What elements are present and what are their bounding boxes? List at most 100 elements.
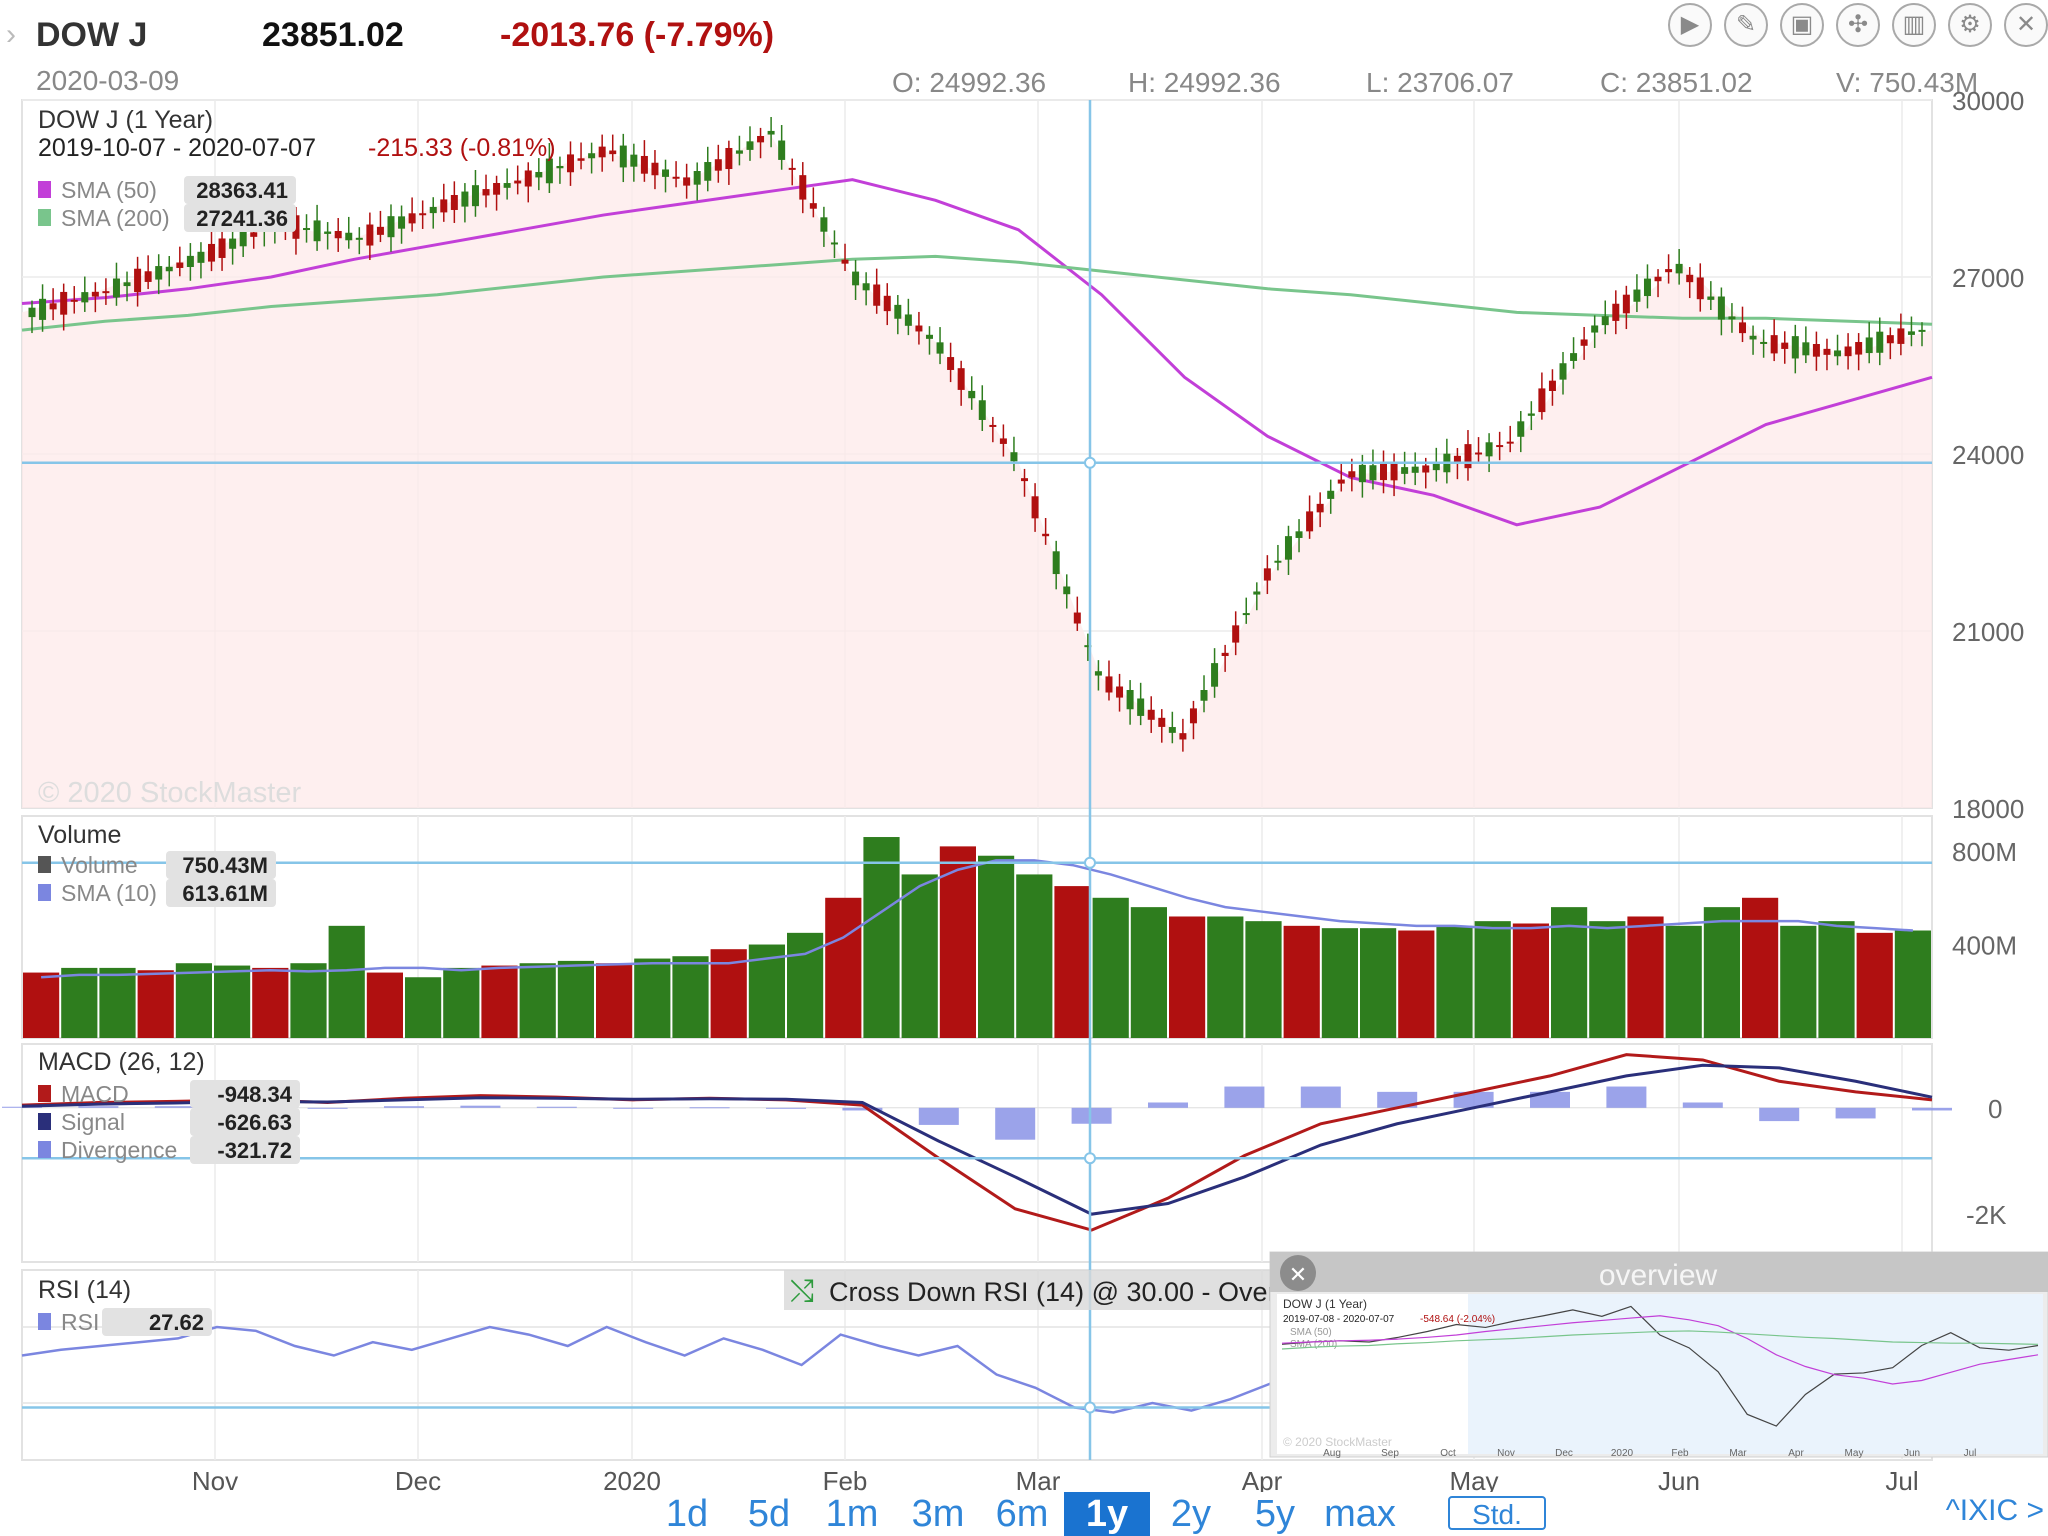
gear-icon[interactable]: ⚙ [1948, 3, 1992, 47]
toolbar: ▶ ✎ ▣ ✣ ▥ ⚙ ✕ [1668, 3, 2048, 47]
candle-body [1021, 478, 1029, 482]
overview-title: overview [1599, 1259, 1718, 1292]
legend-swatch [38, 209, 51, 226]
candle-body [408, 213, 416, 224]
image-icon[interactable]: ▣ [1780, 3, 1824, 47]
candle-body [704, 162, 712, 181]
candle-body [830, 242, 838, 245]
candle-body [545, 158, 553, 184]
timeframe-3m[interactable]: 3m [911, 1493, 965, 1535]
candle-body [1812, 344, 1820, 357]
volume-bar [1283, 925, 1320, 1038]
candle-body [1242, 613, 1250, 616]
volume-bar [61, 967, 98, 1038]
overview-close-glyph: ✕ [1289, 1262, 1307, 1287]
timeframe-6m[interactable]: 6m [995, 1493, 1049, 1535]
volume-bar [1894, 930, 1931, 1038]
divergence-bar [613, 1107, 654, 1109]
volume-bar [787, 932, 824, 1038]
volume-bar [1818, 921, 1855, 1038]
divergence-bar [78, 1106, 119, 1108]
timeframe-2y[interactable]: 2y [1170, 1493, 1212, 1535]
timeframe-max[interactable]: max [1324, 1493, 1396, 1535]
candle-body [1453, 455, 1461, 464]
chart-style-button[interactable]: Std. [1448, 1496, 1546, 1530]
divergence-bar [1453, 1091, 1494, 1108]
volume-bar [1245, 921, 1282, 1038]
candle-body [588, 153, 596, 159]
volume-bar [863, 837, 900, 1038]
candle-body [1665, 269, 1673, 273]
overview-panel[interactable]: overview ✕ DOW J (1 Year) 2019-07-08 - 2020… [1269, 1251, 2048, 1459]
ohlc-low: L: 23706.07 [1366, 67, 1514, 98]
divergence-bar [918, 1107, 959, 1125]
legend-value: 27.62 [149, 1310, 204, 1335]
indicators-icon[interactable]: ▥ [1892, 3, 1936, 47]
x-tick: Feb [823, 1466, 868, 1492]
pen-icon[interactable]: ✎ [1724, 3, 1768, 47]
collapse-chevron-icon[interactable]: › [6, 18, 16, 51]
play-icon[interactable]: ▶ [1668, 3, 1712, 47]
close-icon[interactable]: ✕ [2004, 3, 2048, 47]
candle-body [450, 195, 458, 210]
overview-x-label: Mar [1729, 1448, 1747, 1459]
candle-body [1749, 335, 1757, 340]
candle-body [1633, 289, 1641, 302]
timeframe-1d[interactable]: 1d [665, 1493, 709, 1535]
volume-bar [1169, 916, 1206, 1038]
candle-body [714, 159, 722, 171]
current-price: 23851.02 [262, 16, 404, 54]
candle-body [102, 291, 110, 294]
candle-body [1348, 471, 1356, 478]
candle-body [1559, 363, 1567, 380]
x-tick: Jun [1658, 1466, 1700, 1492]
candle-body [1485, 442, 1493, 457]
legend-label: Volume [61, 852, 138, 878]
ohlc-close: C: 23851.02 [1600, 67, 1753, 98]
volume-sma-line [41, 859, 1913, 979]
candle-body [577, 158, 585, 161]
macd-line [21, 1053, 1933, 1232]
timeframe-1m[interactable]: 1m [825, 1493, 879, 1535]
divergence-bar [842, 1107, 883, 1111]
legend-value: 28363.41 [196, 178, 288, 203]
candle-body [1464, 444, 1472, 469]
timeframe-5d[interactable]: 5d [747, 1493, 791, 1535]
candle-body [1855, 342, 1863, 355]
candle-body [1865, 337, 1873, 354]
candle-body [1897, 328, 1905, 344]
legend-value: -321.72 [217, 1138, 292, 1163]
next-symbol-link[interactable]: ^IXIC > [1945, 1494, 2044, 1527]
candle-body [915, 325, 923, 332]
fullscreen-icon[interactable]: ✣ [1836, 3, 1880, 47]
legend-swatch [38, 1141, 51, 1158]
stock-chart[interactable]: DOW J (1 Year)2019-10-07 - 2020-07-07 -21… [0, 0, 2048, 1492]
ohlc-volume: V: 750.43M [1836, 67, 1978, 98]
overview-x-label: Aug [1323, 1448, 1341, 1459]
x-tick: Apr [1242, 1466, 1283, 1492]
candle-body [197, 251, 205, 263]
overview-close-icon[interactable] [1280, 1255, 1316, 1291]
volume-bar [366, 972, 403, 1038]
timeframe-5y[interactable]: 5y [1254, 1493, 1296, 1535]
volume-bar [1856, 932, 1893, 1038]
candle-body [155, 266, 163, 280]
volume-bar [405, 977, 442, 1038]
panel-labels: DOW J (1 Year)2019-10-07 - 2020-07-07 -21… [38, 86, 2024, 1492]
divergence-bar [1224, 1086, 1265, 1108]
y-tick-main: 30000 [1952, 86, 2024, 116]
candle-body [81, 292, 89, 303]
timeframe-1y[interactable]: 1y [1064, 1492, 1150, 1536]
candle-body [1094, 671, 1102, 676]
volume-bar [1054, 886, 1091, 1038]
candle-body [514, 180, 522, 184]
volume-bar [939, 846, 976, 1038]
candle-body [1601, 316, 1609, 326]
candle-body [1316, 503, 1324, 513]
candle-body [376, 226, 384, 235]
overview-sma50-line [1281, 1315, 2039, 1385]
candle-body [598, 146, 606, 158]
candle-body [1696, 277, 1704, 300]
candle-body [1739, 322, 1747, 334]
overview-window[interactable] [1468, 1294, 2043, 1454]
